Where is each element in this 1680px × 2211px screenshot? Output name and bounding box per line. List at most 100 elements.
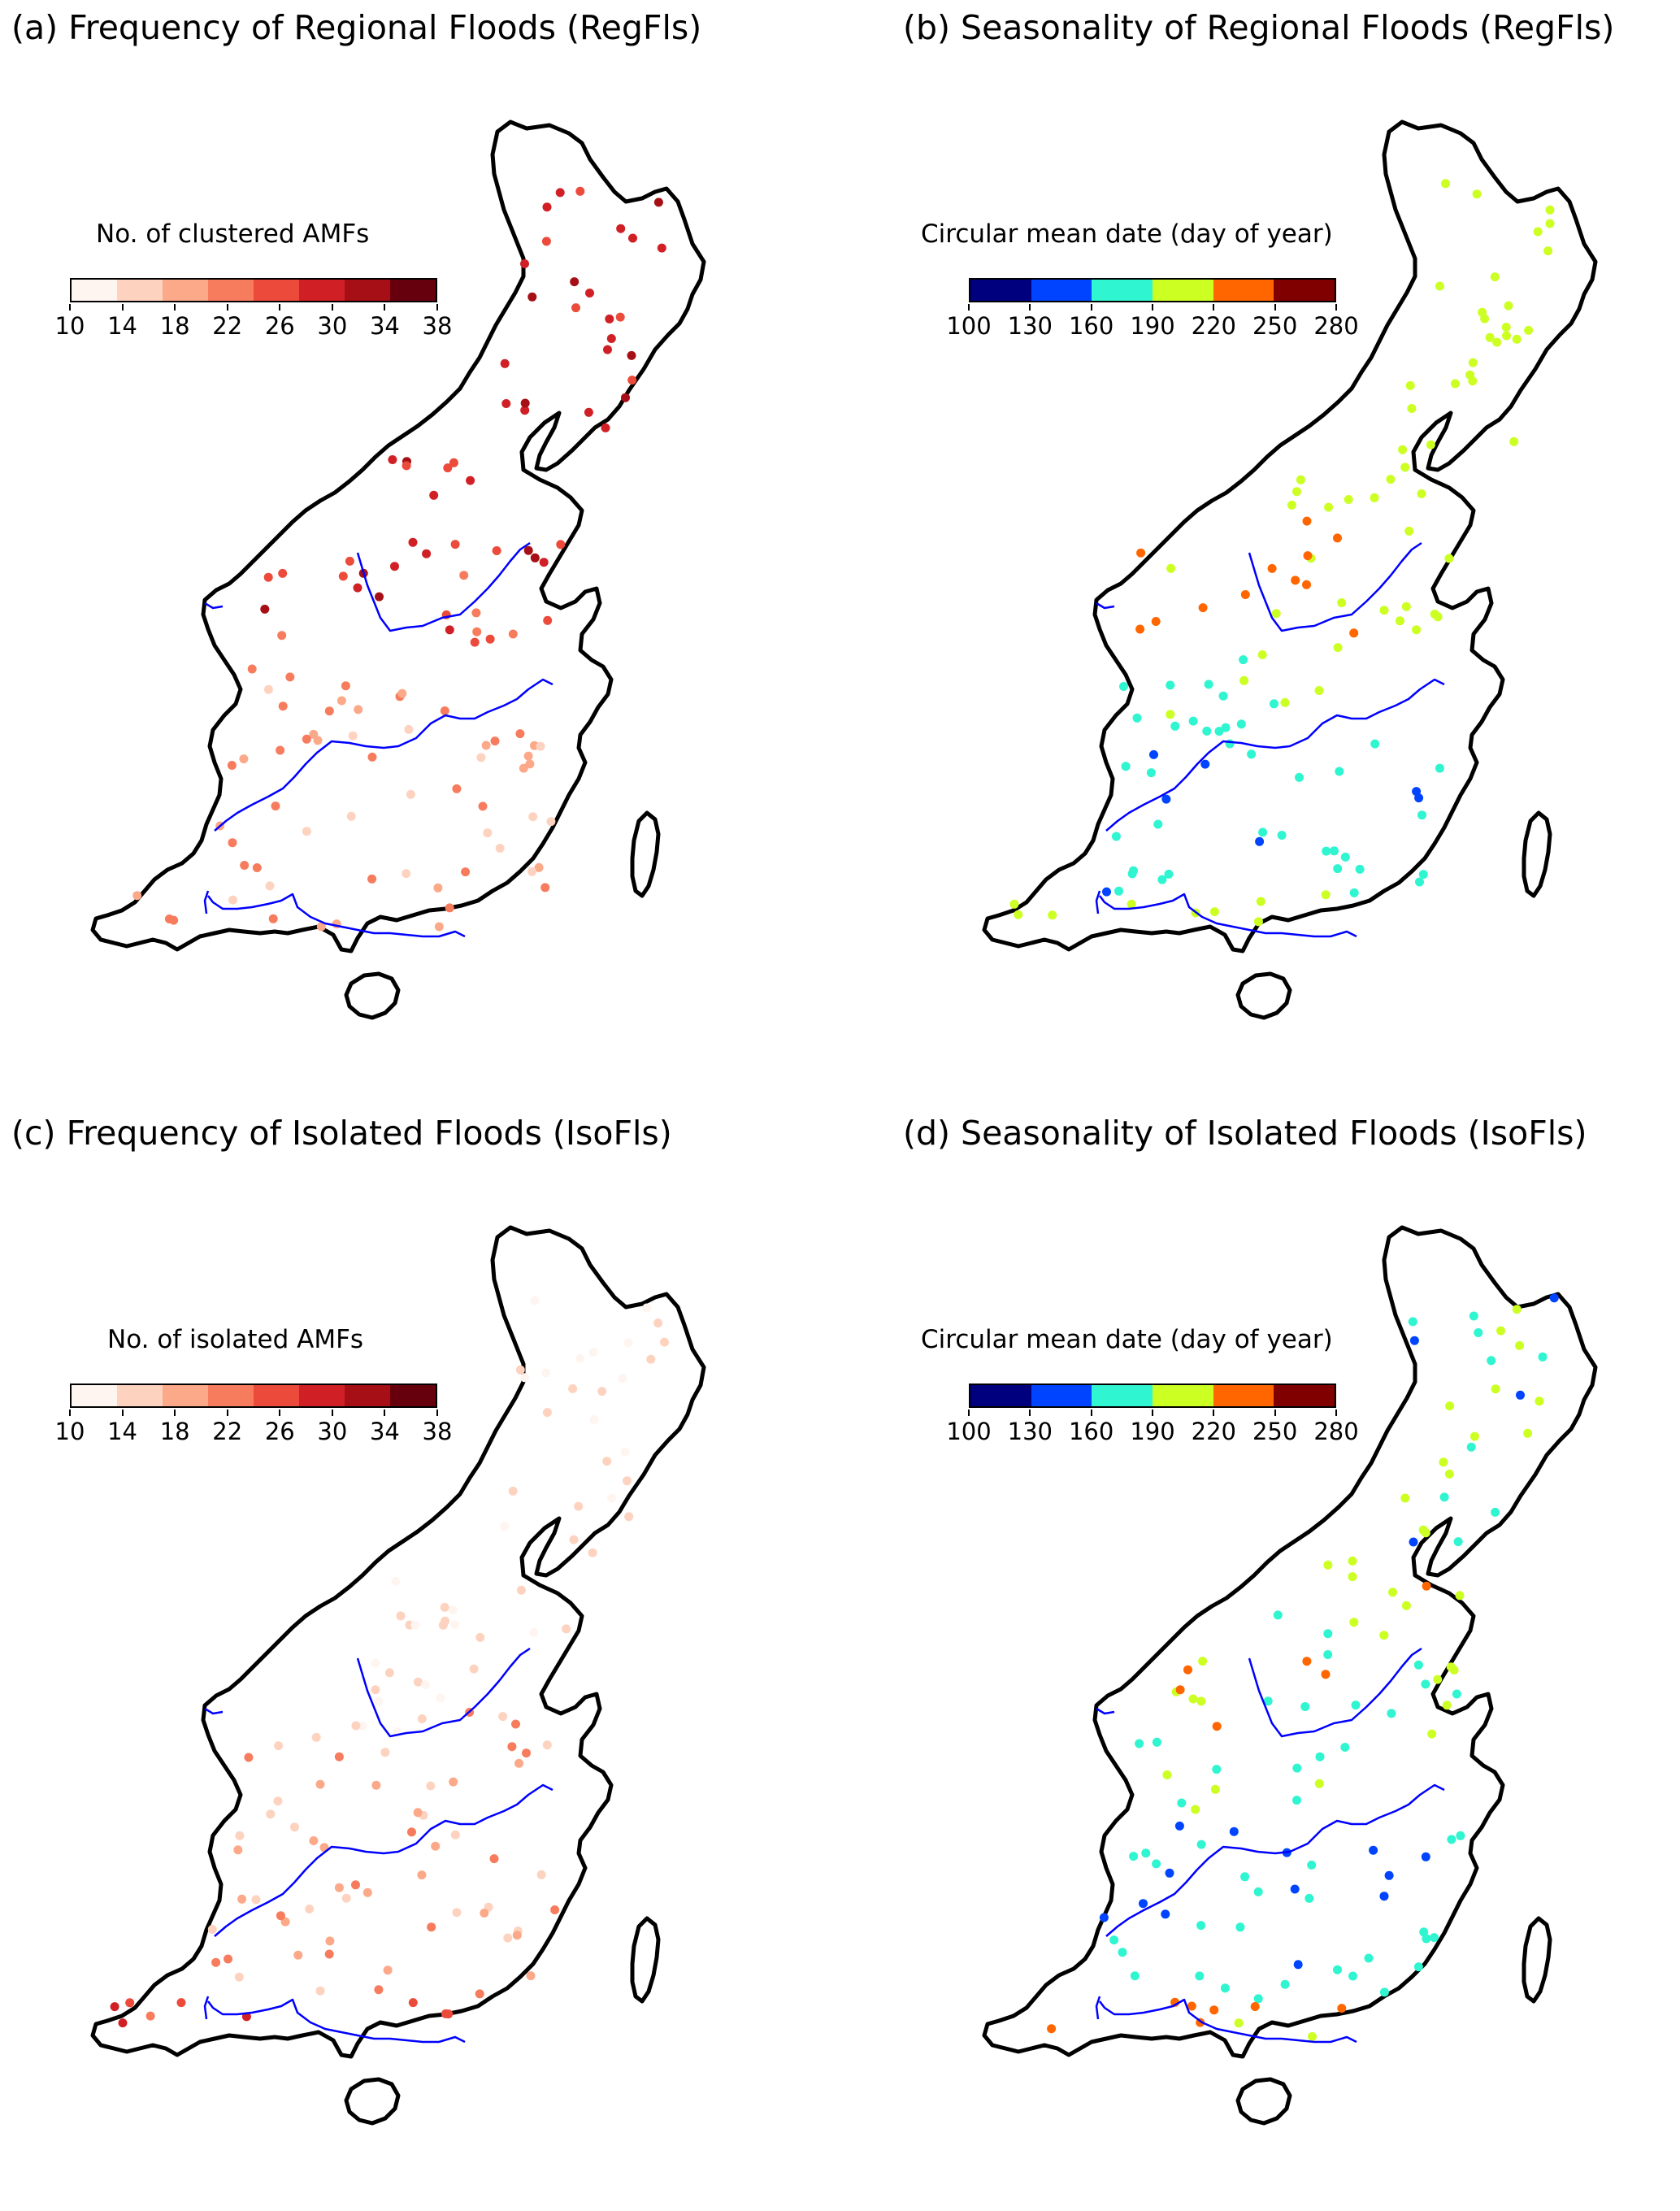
colorbar-tick-mark — [69, 304, 71, 311]
station-dot — [461, 867, 471, 877]
station-dot — [227, 761, 237, 770]
station-dot — [1538, 1352, 1548, 1362]
river-line — [1096, 602, 1115, 610]
station-dot — [536, 741, 545, 751]
station-dot — [1315, 1752, 1325, 1761]
station-dot — [164, 914, 174, 923]
station-dot — [1379, 1987, 1389, 1997]
station-dot — [574, 1501, 584, 1511]
hainan-outline — [1235, 2077, 1292, 2126]
station-dot — [263, 572, 273, 582]
station-dot — [1490, 272, 1500, 282]
station-dot — [1212, 1722, 1222, 1731]
station-dot — [118, 2018, 128, 2028]
station-dot — [1111, 832, 1121, 841]
station-dot — [623, 1338, 633, 1348]
station-dot — [1121, 762, 1131, 771]
station-dot — [1468, 358, 1478, 367]
station-dot — [276, 745, 285, 755]
colorbar — [70, 1384, 437, 1408]
colorbar-tick-label: 22 — [212, 312, 243, 340]
station-dot — [1204, 680, 1213, 689]
station-dot — [1435, 281, 1444, 291]
colorbar-tick-label: 160 — [1068, 312, 1114, 340]
station-dot — [1258, 827, 1268, 837]
river-line — [214, 678, 553, 832]
colorbar-ticks: 10 14 18 22 26 30 34 38 — [55, 304, 452, 345]
taiwan-outline — [1522, 810, 1552, 898]
station-dot — [1442, 1701, 1452, 1710]
station-dot — [293, 1950, 303, 1960]
station-dot — [449, 1605, 458, 1615]
station-dot — [1253, 1994, 1263, 2004]
station-dot — [397, 688, 407, 698]
colorbar-tick-label: 100 — [946, 1418, 992, 1445]
station-dot — [1174, 1821, 1184, 1831]
station-dot — [452, 1908, 462, 1918]
river-line — [1096, 1707, 1115, 1715]
panel-a: (a) Frequency of Regional Floods (RegFls… — [0, 0, 840, 1106]
station-dot — [440, 706, 449, 715]
colorbar-segment — [1274, 280, 1335, 301]
station-dot — [1400, 1493, 1410, 1503]
station-dot — [1504, 301, 1513, 311]
station-dot — [466, 476, 475, 485]
station-dot — [1235, 1922, 1245, 1932]
station-dot — [1369, 1845, 1378, 1855]
station-dot — [353, 583, 362, 593]
station-dot — [515, 1365, 525, 1375]
station-dot — [1270, 699, 1278, 709]
station-dot — [1400, 463, 1410, 472]
station-dot — [1395, 616, 1404, 626]
station-dot — [1414, 793, 1424, 803]
station-dot — [1314, 1779, 1324, 1788]
hainan-outline — [344, 971, 401, 1020]
station-dot — [1468, 376, 1478, 386]
station-dot — [233, 1845, 243, 1855]
station-dot — [498, 1712, 508, 1722]
station-dot — [1321, 890, 1331, 900]
station-dot — [603, 345, 612, 354]
station-dot — [1212, 1765, 1222, 1774]
colorbar-segment — [1213, 1385, 1274, 1406]
station-dot — [278, 568, 288, 578]
colorbar-label: Circular mean date (day of year) — [921, 219, 1333, 249]
station-dot — [404, 724, 414, 734]
station-dot — [1135, 1739, 1144, 1748]
station-dot — [413, 1808, 423, 1818]
station-dot — [1323, 1629, 1333, 1639]
colorbar-tick-label: 190 — [1130, 312, 1175, 340]
station-dot — [618, 1374, 627, 1384]
station-dot — [351, 1721, 361, 1731]
station-dot — [1401, 602, 1411, 611]
station-dot — [1333, 533, 1342, 543]
mainland-outline — [982, 1225, 1598, 2059]
station-dot — [478, 801, 488, 811]
station-dot — [542, 1408, 552, 1418]
station-dot — [585, 289, 594, 298]
station-dot — [145, 2011, 155, 2021]
station-dot — [1456, 1831, 1465, 1840]
station-dot — [1469, 1311, 1478, 1321]
colorbar-segment — [345, 1385, 390, 1406]
station-dot — [575, 1353, 585, 1363]
station-dot — [427, 1922, 436, 1932]
station-dot — [1370, 739, 1380, 749]
station-dot — [628, 233, 637, 243]
station-dot — [251, 1895, 261, 1905]
colorbar-segment — [254, 280, 299, 301]
station-dot — [1234, 2018, 1244, 2028]
station-dot — [646, 1354, 656, 1364]
station-dot — [1349, 888, 1359, 897]
station-dot — [1304, 1893, 1314, 1903]
river-line — [1105, 678, 1445, 832]
panel-c: (c) Frequency of Isolated Floods (IsoFls… — [0, 1106, 840, 2211]
station-dot — [1379, 1631, 1389, 1640]
station-dot — [1348, 1556, 1357, 1566]
station-dot — [309, 729, 319, 739]
colorbar-segment — [72, 1385, 117, 1406]
station-dot — [1545, 205, 1555, 215]
station-dot — [316, 922, 326, 932]
colorbar-tick-label: 22 — [212, 1418, 243, 1445]
colorbar-segment — [1031, 280, 1092, 301]
